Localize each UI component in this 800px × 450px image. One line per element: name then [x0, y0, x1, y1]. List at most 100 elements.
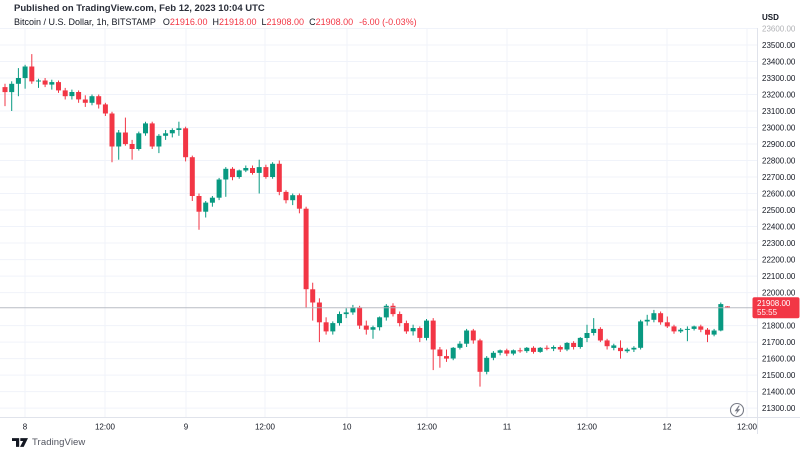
candle	[42, 78, 48, 88]
time-axis-label: 8	[23, 423, 28, 432]
candle	[604, 338, 610, 350]
candle	[490, 351, 496, 361]
candle	[430, 318, 436, 371]
lightning-icon[interactable]	[729, 402, 745, 418]
candle	[644, 314, 650, 326]
candle	[571, 341, 577, 350]
candle	[216, 177, 222, 201]
candle	[618, 340, 623, 359]
candle	[243, 165, 249, 173]
candle	[350, 304, 356, 315]
price-axis-label: 22100.00	[762, 272, 796, 281]
candle	[49, 79, 55, 90]
legend-high: H21918.00	[212, 17, 257, 27]
candle	[470, 328, 476, 344]
price-axis-label: 21800.00	[762, 321, 796, 330]
candle	[263, 164, 269, 179]
candle	[250, 165, 255, 175]
candle	[89, 94, 95, 106]
candle	[163, 130, 169, 140]
candle	[397, 311, 403, 327]
candle	[310, 282, 316, 321]
footer-brand[interactable]: TradingView	[12, 435, 85, 449]
candle	[370, 325, 376, 339]
candle	[143, 121, 148, 136]
candle	[684, 326, 690, 342]
time-axis[interactable]: 8 12:00 9 12:00 10 12:00 11 12:00 12 12:00	[23, 423, 758, 432]
candle	[56, 80, 61, 93]
candle	[136, 131, 142, 151]
candle	[671, 324, 677, 334]
candle	[62, 87, 68, 100]
candle	[303, 206, 309, 308]
candle	[176, 121, 182, 136]
price-axis-label: 23500.00	[762, 41, 796, 50]
candle	[22, 64, 28, 89]
price-axis-label: 22600.00	[762, 189, 796, 198]
price-axis[interactable]: USD 23600.00 23500.00 23400.00 23300.00 23200…	[762, 13, 796, 413]
candle	[551, 345, 557, 352]
candle	[631, 346, 637, 352]
candle	[149, 121, 155, 149]
candle	[363, 320, 369, 335]
candle	[577, 337, 583, 349]
price-axis-label: 22900.00	[762, 140, 796, 149]
candle	[189, 155, 195, 201]
price-axis-label: 23000.00	[762, 123, 796, 132]
candle	[256, 159, 262, 194]
time-axis-label: 12:00	[255, 423, 276, 432]
price-axis-label: 22400.00	[762, 222, 796, 231]
chart-legend: Bitcoin / U.S. Dollar, 1h, BITSTAMP O219…	[14, 17, 417, 27]
candle	[664, 316, 670, 328]
candle	[169, 128, 175, 138]
candle	[390, 303, 396, 317]
candle	[116, 130, 122, 160]
price-axis-label: 22300.00	[762, 239, 796, 248]
candle	[15, 68, 21, 97]
candle	[129, 139, 135, 160]
candle	[403, 320, 409, 334]
time-axis-label: 12:00	[737, 423, 758, 432]
tradingview-logo-icon	[12, 437, 28, 447]
candle	[69, 89, 75, 100]
candle	[624, 347, 630, 353]
candle	[9, 81, 15, 111]
badge-price: 21908.00	[757, 299, 791, 308]
candle	[597, 327, 603, 343]
candle	[484, 356, 490, 375]
candle	[698, 324, 704, 333]
price-axis-label: 21500.00	[762, 371, 796, 380]
candle	[383, 304, 389, 321]
candle	[330, 321, 336, 335]
badge-countdown: 55:55	[757, 308, 778, 317]
candle	[457, 341, 463, 350]
vertical-gridlines	[24, 28, 748, 417]
candle	[611, 343, 617, 351]
symbol-title[interactable]: Bitcoin / U.S. Dollar, 1h, BITSTAMP	[14, 17, 156, 27]
time-axis-label: 12:00	[95, 423, 116, 432]
candle	[584, 324, 590, 343]
candle	[209, 196, 215, 207]
candle	[410, 324, 416, 336]
candle	[96, 94, 102, 109]
price-axis-label: 22000.00	[762, 288, 796, 297]
candle	[183, 126, 189, 162]
candle	[437, 347, 443, 368]
candle	[290, 193, 296, 206]
candle	[497, 349, 503, 356]
candle	[524, 347, 530, 353]
published-line: Published on TradingView.com, Feb 12, 20…	[14, 3, 265, 14]
candle	[2, 83, 8, 107]
candle	[504, 348, 510, 357]
candle	[270, 162, 276, 179]
candle	[377, 316, 383, 331]
candle	[464, 328, 470, 347]
candle	[203, 201, 209, 218]
time-axis-label: 12:00	[417, 423, 438, 432]
candle	[156, 134, 162, 154]
price-axis-label: 21700.00	[762, 338, 796, 347]
candle	[537, 347, 543, 353]
candle	[357, 305, 363, 329]
